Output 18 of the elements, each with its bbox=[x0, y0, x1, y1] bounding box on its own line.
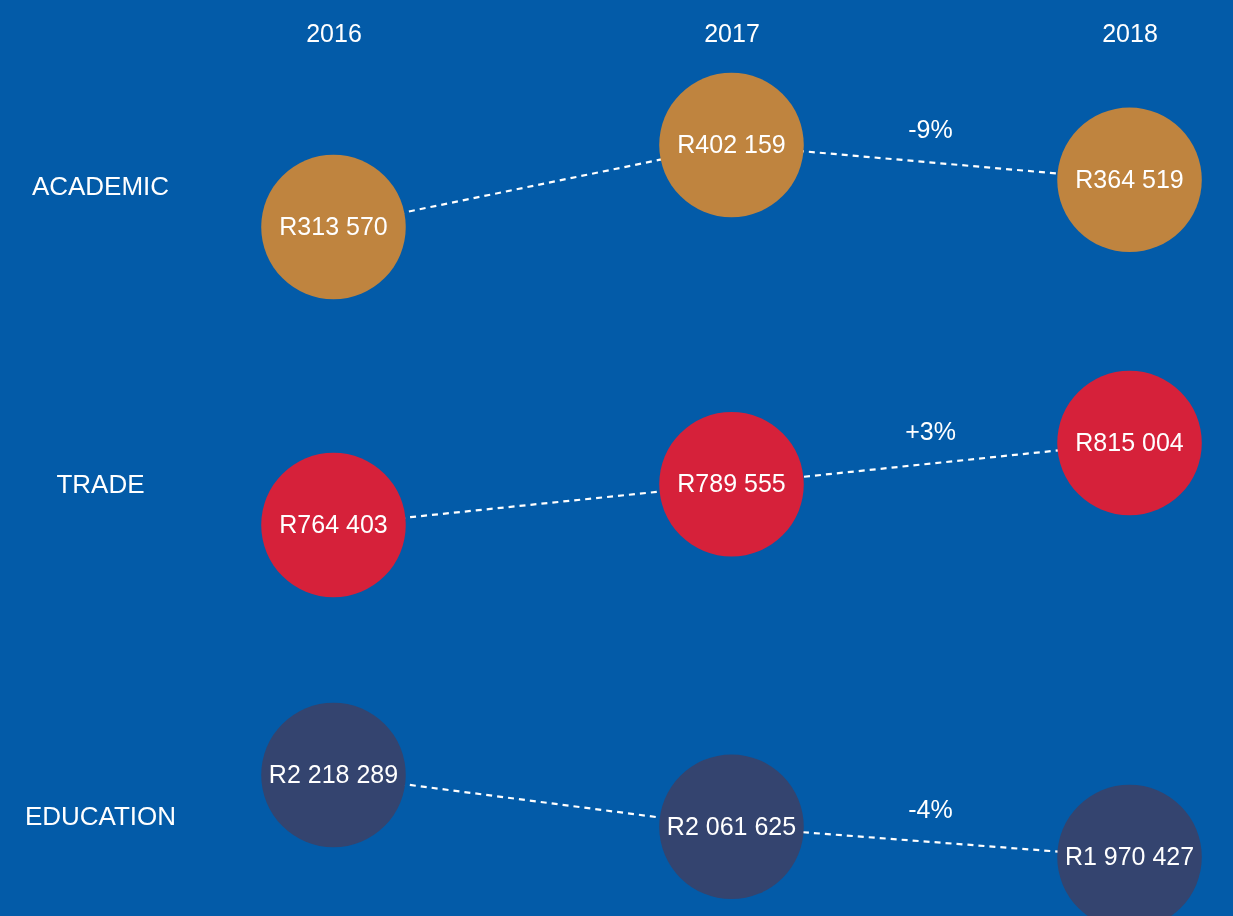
data-label: R764 403 bbox=[279, 510, 388, 538]
data-label: R364 519 bbox=[1075, 164, 1184, 193]
data-label: R789 555 bbox=[677, 469, 786, 498]
text: -9% bbox=[908, 115, 953, 144]
data-label: R313 570 bbox=[279, 212, 388, 240]
y-axis-title: ACADEMIC bbox=[31, 170, 170, 201]
data-label: R1 970 427 bbox=[1064, 842, 1195, 870]
data-label: R2 061 625 bbox=[666, 811, 797, 840]
x-tick-label: 2016 bbox=[306, 18, 362, 47]
y-axis-title: TRADE bbox=[56, 468, 145, 499]
annotation: -4% bbox=[908, 794, 953, 823]
data-label: R815 004 bbox=[1075, 428, 1184, 456]
annotation: +3% bbox=[905, 416, 956, 445]
data-label: R2 218 289 bbox=[268, 760, 399, 788]
x-tick-label: 2018 bbox=[1102, 18, 1158, 47]
y-axis-title: EDUCATION bbox=[24, 800, 177, 831]
data-label: R402 159 bbox=[677, 130, 786, 158]
x-tick-label: 2017 bbox=[704, 18, 760, 47]
